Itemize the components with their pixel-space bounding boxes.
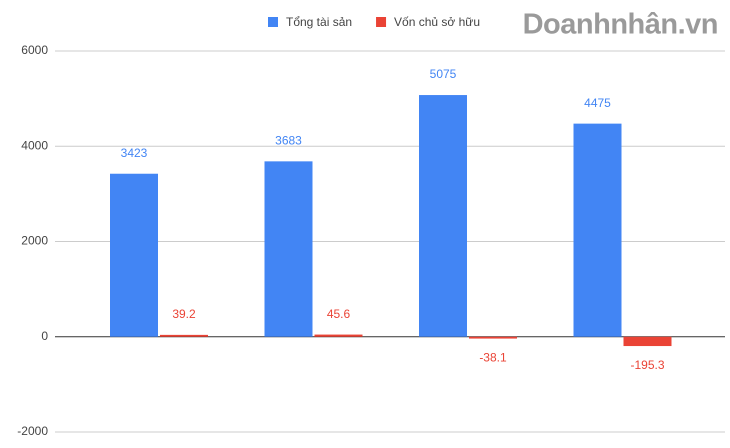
value-label: 45.6 — [327, 307, 351, 321]
bar — [264, 161, 313, 337]
bar — [314, 334, 363, 337]
legend-label: Tổng tài sản — [286, 15, 352, 29]
bar — [160, 334, 208, 337]
bar — [573, 123, 622, 337]
legend-label: Vốn chủ sở hữu — [394, 15, 480, 29]
bar — [469, 336, 517, 339]
y-tick-label: 6000 — [21, 43, 48, 57]
value-label: 4475 — [584, 96, 611, 110]
bar — [110, 173, 158, 337]
value-label: 3683 — [275, 134, 302, 148]
y-tick-label: 2000 — [21, 234, 48, 248]
bar — [623, 336, 672, 347]
value-label: -195.3 — [630, 358, 664, 372]
value-label: -38.1 — [479, 351, 507, 365]
y-tick-label: -2000 — [17, 424, 48, 438]
legend-swatch — [268, 17, 278, 27]
watermark: Doanhnhân.vn — [523, 9, 718, 41]
bar — [419, 95, 467, 337]
legend-swatch — [376, 17, 387, 27]
y-tick-label: 0 — [41, 329, 48, 343]
value-label: 39.2 — [172, 307, 196, 321]
value-label: 5075 — [430, 67, 457, 81]
value-label: 3423 — [121, 146, 148, 160]
y-tick-label: 4000 — [21, 138, 48, 152]
